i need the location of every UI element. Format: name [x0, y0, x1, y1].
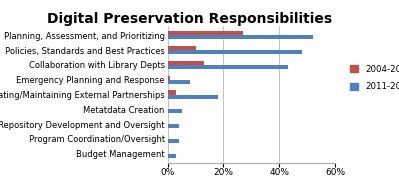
Bar — [168, 50, 302, 54]
Bar — [168, 46, 196, 50]
Bar — [168, 124, 179, 128]
Bar — [168, 109, 182, 113]
Bar — [168, 90, 176, 94]
Bar — [168, 76, 170, 80]
Title: Digital Preservation Responsibilities: Digital Preservation Responsibilities — [47, 12, 332, 26]
Bar — [168, 35, 313, 40]
Bar — [168, 94, 218, 99]
Bar — [168, 61, 204, 65]
Bar — [168, 80, 190, 84]
Bar — [168, 154, 176, 158]
Bar — [168, 139, 179, 143]
Legend: 2004-2010, 2011-2015: 2004-2010, 2011-2015 — [346, 61, 399, 95]
Bar — [168, 65, 288, 69]
Bar — [168, 31, 243, 35]
